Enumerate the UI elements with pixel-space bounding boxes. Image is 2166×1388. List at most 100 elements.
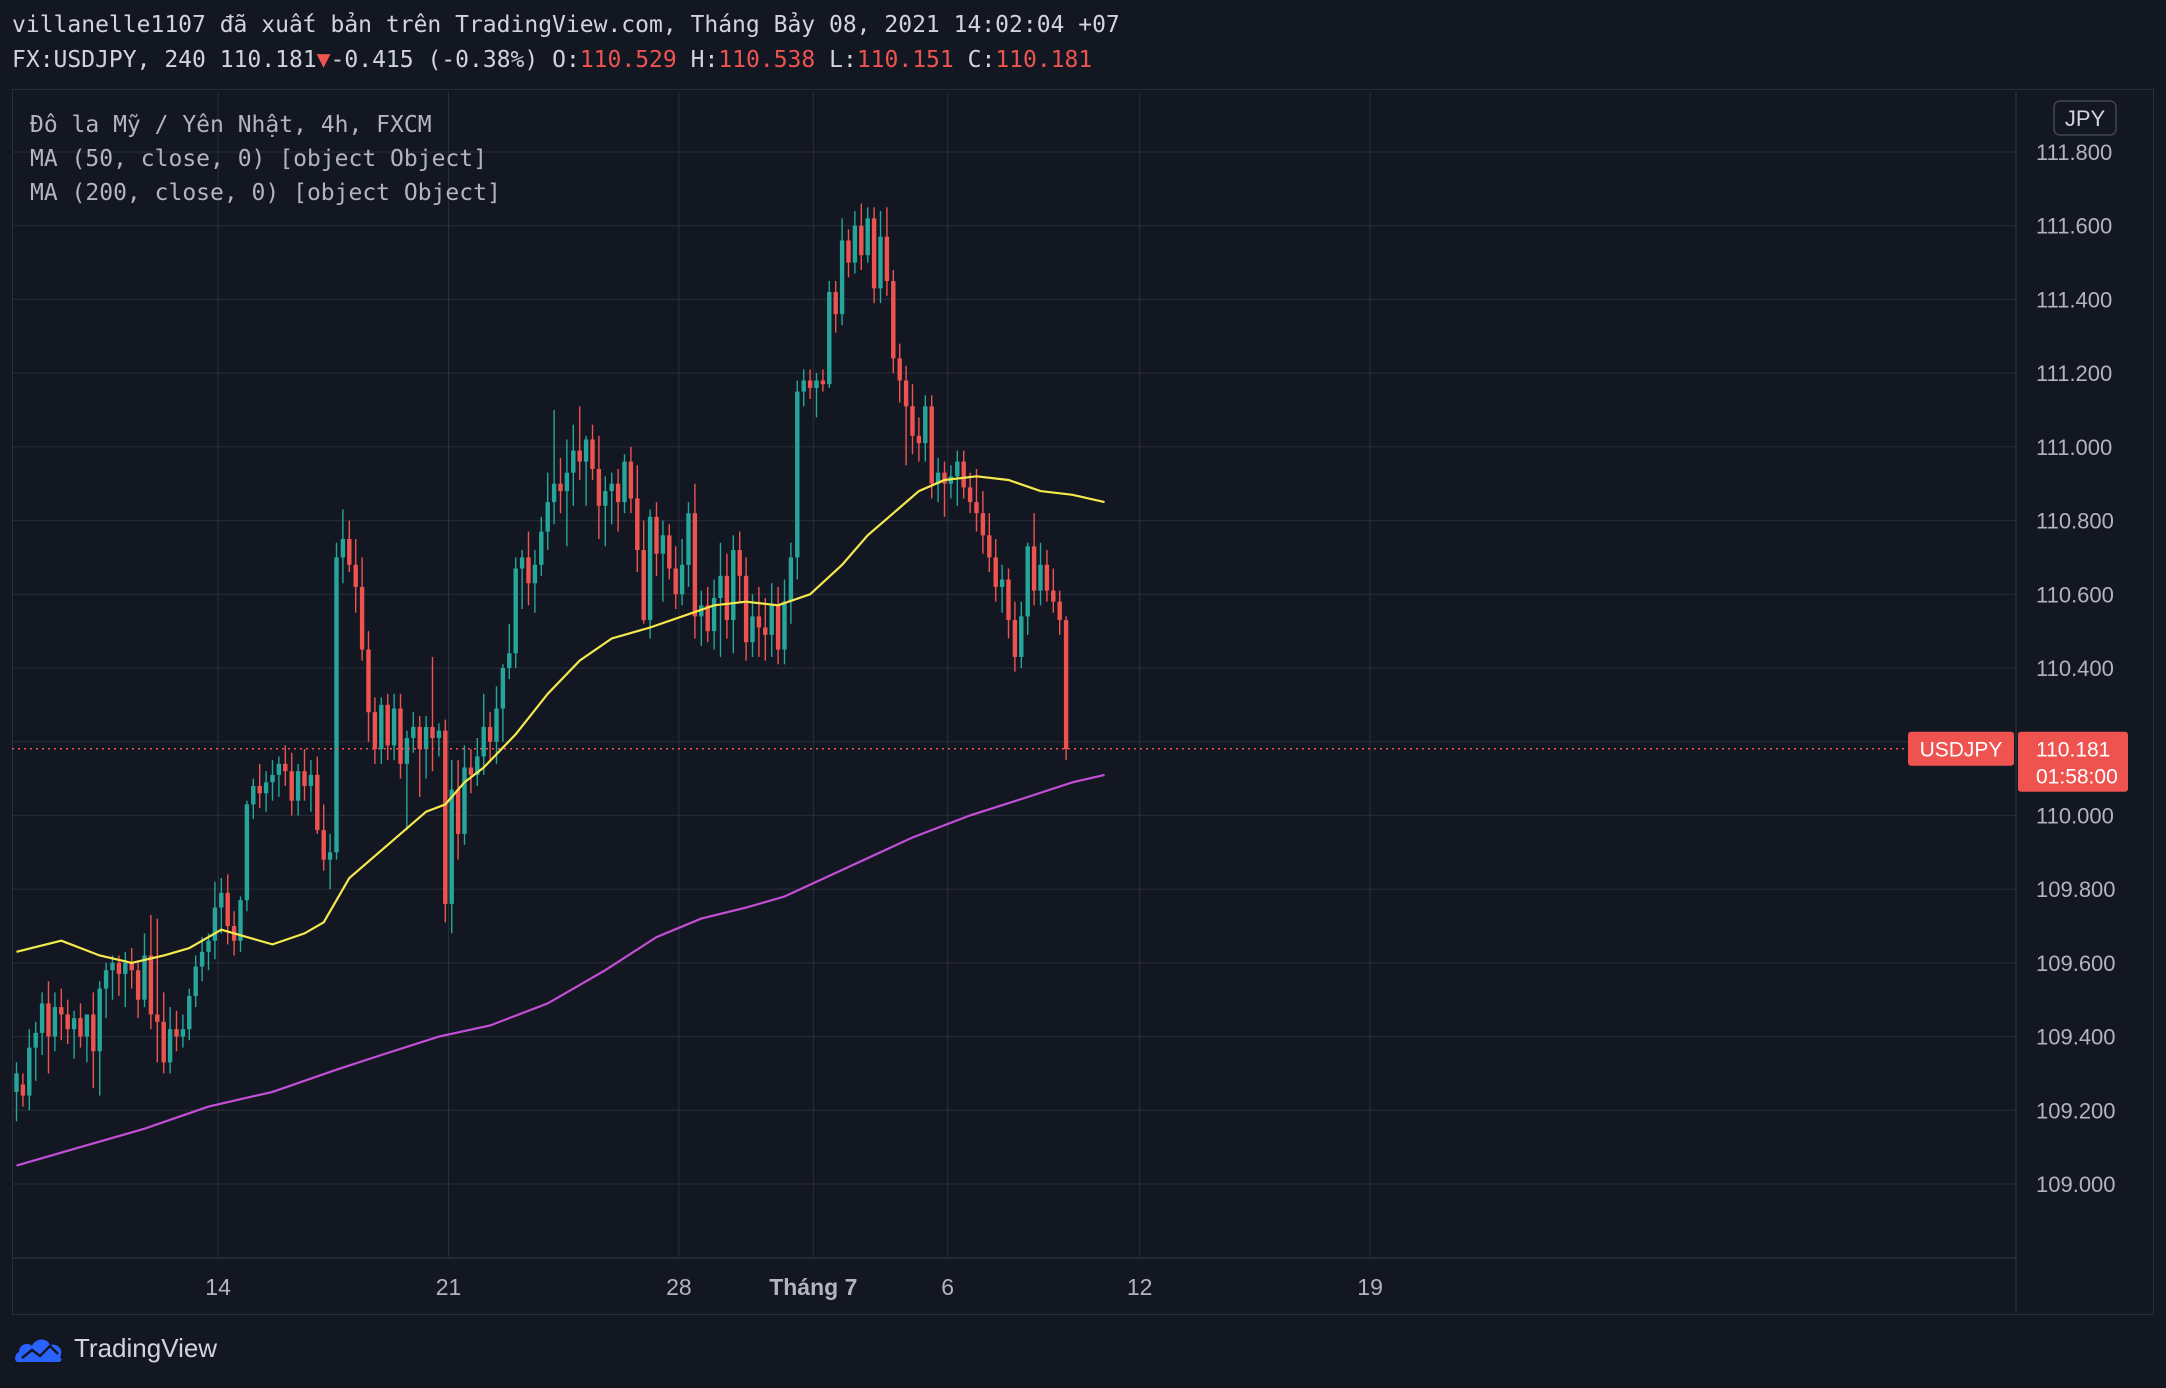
price-axis-label: 111.000 xyxy=(2036,435,2112,460)
candle-body xyxy=(564,472,570,492)
currency-badge[interactable]: JPY xyxy=(2053,100,2117,136)
time-axis-label: 28 xyxy=(666,1274,692,1300)
symbol-tag xyxy=(1908,731,2014,766)
time-axis-label: 6 xyxy=(941,1274,954,1300)
candle-body xyxy=(276,763,282,775)
candle-body xyxy=(71,1018,77,1030)
candle-body xyxy=(942,472,947,484)
candle-body xyxy=(647,516,653,621)
candle-body xyxy=(903,380,909,407)
candle-body xyxy=(494,708,499,742)
candle-body xyxy=(487,726,493,742)
candle-body xyxy=(1044,564,1050,591)
candle-body xyxy=(27,1047,32,1096)
candle-body xyxy=(315,774,320,831)
ma50-layer xyxy=(16,475,1105,965)
candle-body xyxy=(955,461,960,477)
candle-body xyxy=(692,513,698,617)
candle-body xyxy=(116,962,122,974)
candle-body xyxy=(193,966,198,997)
symbol-interval[interactable]: FX:USDJPY, 240 xyxy=(12,47,206,73)
candle-body xyxy=(507,653,512,668)
candle-body xyxy=(513,568,518,654)
candle-body xyxy=(308,774,314,786)
candle-body xyxy=(391,708,397,746)
footer-brand-label: TradingView xyxy=(74,1333,218,1363)
price-tag: USDJPY 110.181 01:58:00 xyxy=(1908,731,2128,792)
candle-body xyxy=(404,738,410,764)
legend-ma200[interactable]: MA (200, close, 0) [object Object] xyxy=(30,180,501,206)
time-axis-label: 19 xyxy=(1357,1274,1383,1300)
candle-body xyxy=(91,1014,96,1052)
price-axis-label: 109.000 xyxy=(2036,1172,2116,1197)
price-axis-label: 111.600 xyxy=(2036,214,2112,239)
candle-body xyxy=(161,1021,166,1063)
candle-body xyxy=(398,708,403,764)
candle-body xyxy=(622,461,627,503)
candle-body xyxy=(251,785,256,805)
footer-brand[interactable]: TradingView xyxy=(14,1333,217,1364)
legend-title: Đô la Mỹ / Yên Nhật, 4h, FXCM xyxy=(30,112,432,138)
price-axis-label: 109.200 xyxy=(2036,1098,2116,1123)
candle-body xyxy=(839,240,845,315)
candle-body xyxy=(379,704,384,750)
candle-body xyxy=(257,785,262,794)
candle-body xyxy=(539,531,544,565)
price-axis-label: 109.400 xyxy=(2036,1025,2116,1050)
chart-frame xyxy=(12,89,2154,1315)
candle-body xyxy=(148,955,154,1015)
legend-ma50[interactable]: MA (50, close, 0) [object Object] xyxy=(30,146,487,172)
candle-body xyxy=(481,726,486,757)
candle-body xyxy=(974,502,979,514)
symbol-tag-label: USDJPY xyxy=(1920,739,2003,762)
candle-body xyxy=(206,940,211,952)
candle-body xyxy=(1025,546,1030,617)
price-tag-box xyxy=(2018,731,2128,792)
candle-body xyxy=(59,1007,64,1015)
candle-body xyxy=(1019,616,1024,657)
candle-body xyxy=(763,627,768,635)
candle-body xyxy=(782,601,787,650)
candle-body xyxy=(78,1018,83,1037)
candle-body xyxy=(827,292,832,385)
price-axis-label: 111.400 xyxy=(2036,287,2112,312)
candle-body xyxy=(289,771,294,801)
ma200-line xyxy=(16,773,1105,1167)
candle-body xyxy=(686,513,691,565)
candle-body xyxy=(174,1029,179,1037)
price-axis-label: 110.600 xyxy=(2036,582,2114,607)
candle-body xyxy=(39,1003,45,1033)
candle-body xyxy=(321,830,326,860)
candle-body xyxy=(1063,620,1069,750)
candle-body xyxy=(411,726,416,739)
candle-body xyxy=(65,1014,70,1030)
tradingview-logo-icon xyxy=(15,1338,62,1362)
price-axis-label: 109.600 xyxy=(2036,951,2116,976)
candle-body xyxy=(878,236,883,289)
candle-body xyxy=(532,564,538,584)
candle-body xyxy=(705,605,710,632)
candle-body xyxy=(788,557,794,602)
time-axis-label: Tháng 7 xyxy=(769,1274,857,1300)
candle-body xyxy=(244,804,250,901)
candle-body xyxy=(756,616,762,628)
candle-body xyxy=(775,605,781,650)
candle-body xyxy=(961,461,966,488)
close-label: C: xyxy=(967,47,996,73)
chart-grid xyxy=(12,92,2016,1258)
candle-body xyxy=(1057,601,1062,621)
candle-body xyxy=(110,962,115,971)
candle-body xyxy=(462,767,467,834)
candle-body xyxy=(123,962,128,974)
candle-body xyxy=(795,391,800,558)
candle-body xyxy=(999,579,1005,587)
candle-body xyxy=(929,406,934,484)
candle-body xyxy=(801,380,806,392)
candle-body xyxy=(679,564,685,595)
candle-body xyxy=(295,771,301,801)
price-axis-label: 111.800 xyxy=(2036,140,2112,165)
price-axis-label: 110.400 xyxy=(2036,656,2114,681)
candle-body xyxy=(129,962,134,971)
candle-body xyxy=(596,468,602,506)
